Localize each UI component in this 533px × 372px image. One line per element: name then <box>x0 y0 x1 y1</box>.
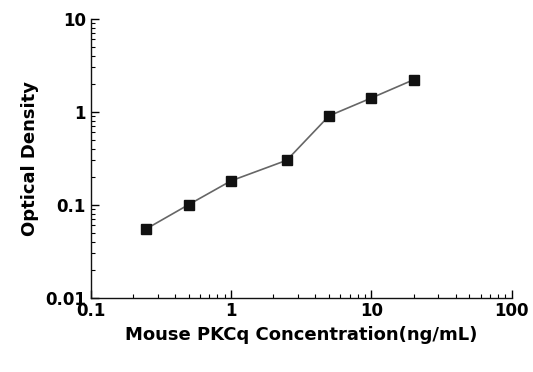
X-axis label: Mouse PKCq Concentration(ng/mL): Mouse PKCq Concentration(ng/mL) <box>125 326 478 344</box>
Y-axis label: Optical Density: Optical Density <box>21 81 39 235</box>
